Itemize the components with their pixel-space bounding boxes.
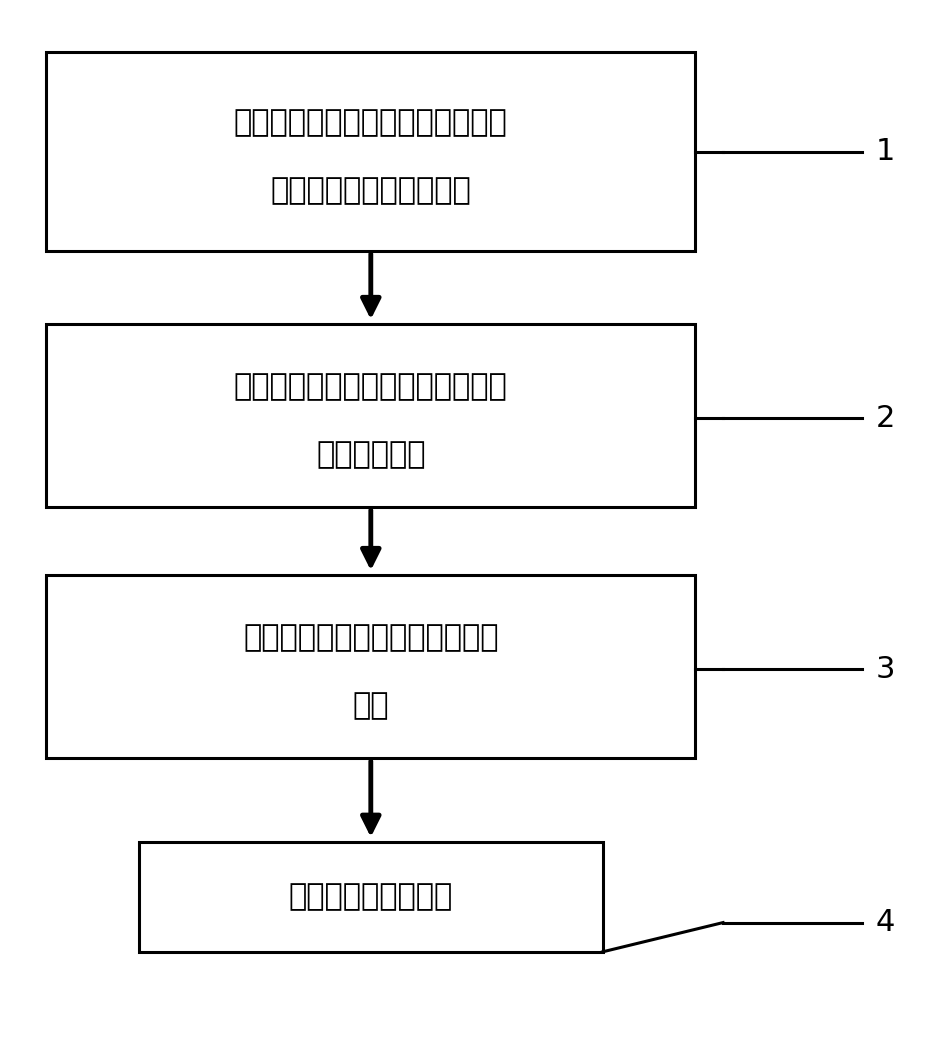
Text: 问题: 问题 (352, 691, 389, 721)
Text: 建立有限时间收敛特性的同步重复: 建立有限时间收敛特性的同步重复 (234, 372, 508, 402)
Text: 以有限值终态网络求解重复运动: 以有限值终态网络求解重复运动 (243, 623, 499, 653)
Text: 2: 2 (876, 404, 895, 433)
Text: 迹和左右关节角期望位置: 迹和左右关节角期望位置 (271, 177, 471, 205)
Text: 1: 1 (876, 137, 895, 166)
Text: 控制双臂机械手运动: 控制双臂机械手运动 (288, 883, 453, 911)
Bar (46, 324, 695, 507)
Bar (46, 52, 695, 251)
Text: 确定双臂机械手末端执行器期望轨: 确定双臂机械手末端执行器期望轨 (234, 109, 508, 137)
Text: 4: 4 (876, 908, 895, 937)
Text: 3: 3 (876, 655, 895, 684)
Bar (46, 575, 695, 758)
Text: 运动规划方案: 运动规划方案 (316, 440, 425, 470)
Bar (139, 842, 603, 952)
